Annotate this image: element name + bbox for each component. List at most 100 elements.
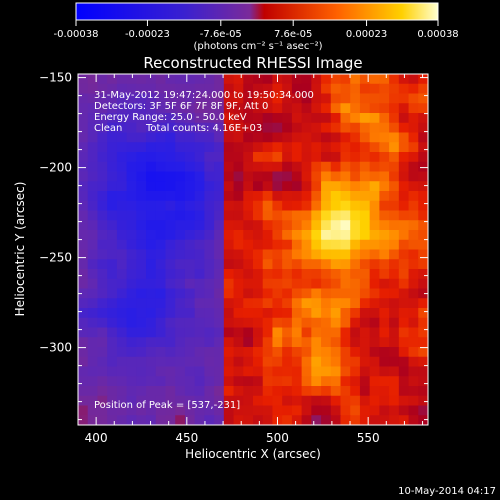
heatmap-cell (311, 298, 322, 309)
heatmap-cell (369, 269, 380, 280)
heatmap-cell (369, 278, 380, 290)
heatmap-cell (262, 200, 274, 212)
heatmap-cell (136, 132, 147, 143)
heatmap-cell (223, 239, 235, 251)
heatmap-cell (78, 152, 89, 163)
heatmap-cell (233, 93, 244, 104)
heatmap-cell (165, 415, 176, 425)
heatmap-cell (243, 356, 254, 368)
heatmap-cell (214, 308, 225, 319)
heatmap-cell (116, 308, 128, 319)
heatmap-cell (291, 249, 303, 260)
heatmap-cell (78, 142, 89, 153)
heatmap-cell (78, 113, 89, 124)
heatmap-cell (282, 142, 293, 153)
heatmap-cell (398, 386, 410, 397)
heatmap-cell (107, 327, 118, 338)
heatmap-cell (272, 191, 283, 202)
heatmap-cell (389, 210, 400, 221)
heatmap-cell (194, 269, 205, 280)
heatmap-cell (291, 132, 303, 143)
heatmap-cell (301, 161, 312, 173)
heatmap-cell (340, 356, 351, 368)
heatmap-cell (253, 74, 264, 85)
heatmap-cell (291, 103, 303, 114)
heatmap-cell (97, 113, 108, 124)
heatmap-cell (78, 200, 89, 212)
heatmap-cell (146, 210, 157, 221)
heatmap-cell (184, 171, 196, 182)
heatmap-cell (223, 230, 235, 241)
heatmap-cell (146, 181, 157, 192)
heatmap-cell (194, 93, 205, 104)
heatmap-cell (223, 337, 235, 348)
heatmap-cell (291, 74, 303, 85)
heatmap-cell (204, 386, 215, 397)
heatmap-cell (253, 83, 264, 95)
heatmap-cell (78, 386, 89, 397)
heatmap-cell (87, 259, 99, 270)
heatmap-cell (418, 220, 428, 231)
heatmap-cell (214, 288, 225, 299)
heatmap-cell (301, 181, 312, 192)
heatmap-cell (291, 376, 303, 387)
heatmap-cell (243, 74, 254, 85)
heatmap-cell (223, 269, 235, 280)
heatmap-cell (272, 298, 283, 309)
heatmap-cell (223, 181, 235, 192)
heatmap-cell (233, 161, 244, 173)
heatmap-cell (116, 269, 128, 280)
heatmap-cell (78, 278, 89, 290)
heatmap-cell (87, 132, 99, 143)
heatmap-cell (253, 259, 264, 270)
heatmap-cell (214, 327, 225, 338)
plot-frame (77, 73, 429, 426)
heatmap-cell (379, 230, 390, 241)
heatmap-cell (253, 103, 264, 114)
heatmap-cell (389, 278, 400, 290)
heatmap-cell (389, 122, 400, 134)
heatmap-cell (389, 161, 400, 173)
heatmap-cell (340, 298, 351, 309)
heatmap-cell (78, 269, 89, 280)
heatmap-cell (291, 200, 303, 212)
heatmap-cell (214, 230, 225, 241)
heatmap-cell (398, 103, 410, 114)
heatmap-cell (78, 376, 89, 387)
heatmap-cell (321, 83, 332, 95)
heatmap-cell (359, 259, 371, 270)
heatmap-cell (418, 278, 428, 290)
heatmap-cell (340, 230, 351, 241)
heatmap-cell (155, 327, 167, 338)
heatmap-cell (369, 161, 380, 173)
heatmap-cell (136, 239, 147, 251)
heatmap-cell (204, 405, 215, 416)
heatmap-cell (214, 376, 225, 387)
heatmap-cell (223, 327, 235, 338)
heatmap-cell (408, 220, 419, 231)
heatmap-cell (146, 122, 157, 134)
heatmap-cell (97, 308, 108, 319)
heatmap-cell (301, 269, 312, 280)
heatmap-cell (204, 259, 215, 270)
heatmap-cell (165, 288, 176, 299)
heatmap-cell (301, 386, 312, 397)
y-tick-label: −300 (39, 341, 72, 355)
heatmap-cell (136, 376, 147, 387)
heatmap-cell (126, 347, 137, 358)
heatmap-cell (418, 200, 428, 212)
heatmap-cell (301, 93, 312, 104)
heatmap-cell (175, 356, 186, 368)
heatmap-cell (359, 83, 371, 95)
heatmap-cell (369, 113, 380, 124)
heatmap-cell (175, 181, 186, 192)
heatmap-cell (223, 103, 235, 114)
heatmap-cell (87, 337, 99, 348)
y-axis-ticks: −150 −200 −250 −300 (39, 71, 428, 421)
heatmap-cell (165, 308, 176, 319)
heatmap-cell (233, 288, 244, 299)
heatmap-cell (136, 220, 147, 231)
heatmap-cell (379, 239, 390, 251)
heatmap-cell (330, 415, 342, 425)
heatmap-cell (214, 317, 225, 329)
